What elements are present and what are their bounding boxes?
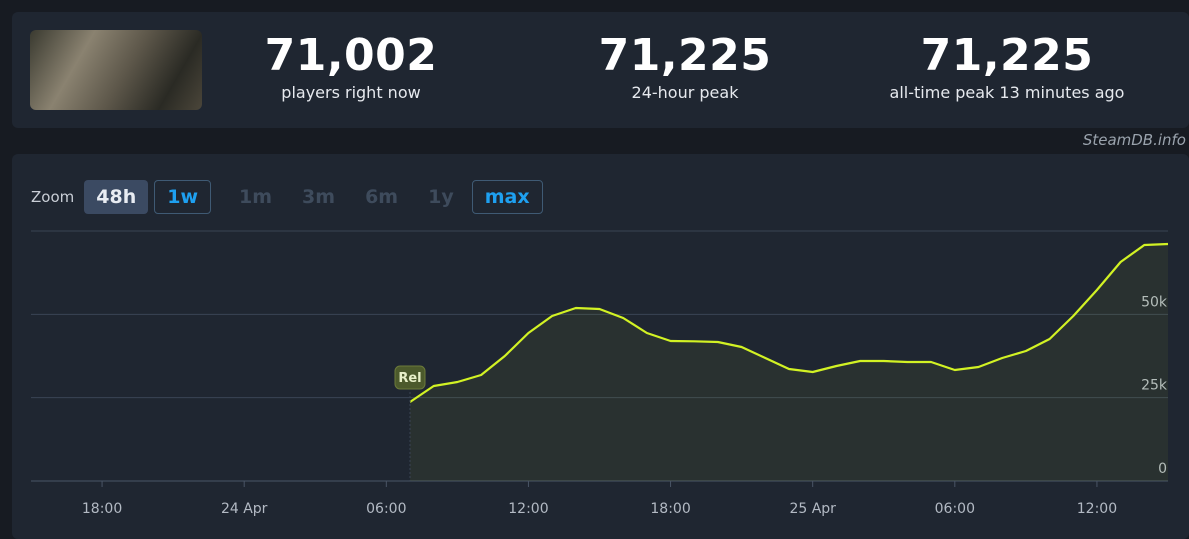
- stat-label: players right now: [281, 83, 421, 102]
- zoom-button[interactable]: 6m: [365, 186, 399, 208]
- zoom-button[interactable]: max: [471, 180, 543, 214]
- zoom-button[interactable]: 1w: [154, 180, 211, 214]
- area: [410, 244, 1168, 481]
- zoom-button[interactable]: 48h: [84, 180, 149, 214]
- zoom-button[interactable]: 1y: [428, 186, 454, 208]
- stat-label: 24-hour peak: [631, 83, 739, 102]
- zoom-label: Zoom: [31, 188, 75, 206]
- line: [409, 242, 1169, 403]
- annotation-badge: [394, 365, 426, 390]
- x-tick-label: 18:00: [82, 501, 122, 517]
- stat-value: 71,225: [920, 30, 1094, 81]
- chart-card: [12, 154, 1189, 539]
- y-tick-label: 0: [1158, 461, 1167, 477]
- zoom-button[interactable]: 3m: [302, 186, 336, 208]
- watermark: SteamDB.info: [1082, 131, 1186, 149]
- stats-card: [12, 12, 1189, 128]
- x-tick-label: 24 Apr: [221, 501, 268, 517]
- stat-value: 71,002: [264, 30, 438, 81]
- game-thumbnail: [30, 30, 202, 110]
- stat: 71,225 24-hour peak: [525, 30, 845, 104]
- x-tick-label: 12:00: [1077, 501, 1117, 517]
- zoom-button[interactable]: 1m: [239, 186, 273, 208]
- x-tick-label: 06:00: [935, 501, 975, 517]
- stat-value: 71,225: [598, 30, 772, 81]
- x-tick-label: 25 Apr: [789, 501, 836, 517]
- stat: 71,225 all-time peak 13 minutes ago: [847, 30, 1167, 104]
- stat: 71,002 players right now: [191, 30, 511, 104]
- x-tick-label: 06:00: [366, 501, 406, 517]
- zoom-bar: Zoom 48h 1w 1m 3m 6m 1y max: [31, 180, 549, 214]
- annotation-text: Rel: [398, 371, 421, 386]
- y-tick-label: 25k: [1141, 378, 1168, 394]
- stat-label: all-time peak 13 minutes ago: [889, 83, 1125, 102]
- y-tick-label: 50k: [1141, 294, 1168, 310]
- x-tick-label: 18:00: [650, 501, 690, 517]
- x-tick-label: 12:00: [508, 501, 548, 517]
